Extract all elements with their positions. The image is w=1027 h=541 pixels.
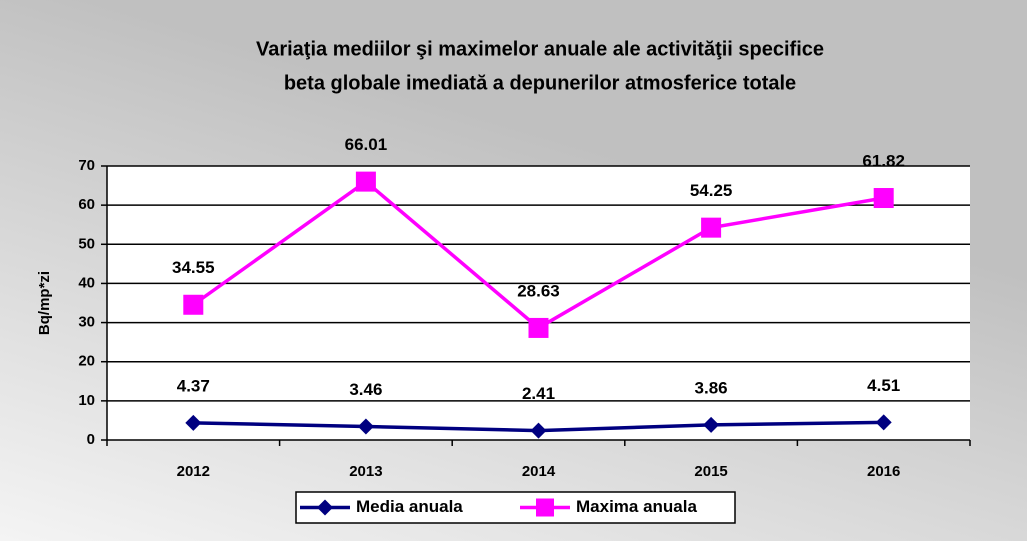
- x-tick-label: 2014: [522, 463, 556, 480]
- data-label: 4.37: [177, 376, 210, 395]
- marker: [530, 422, 547, 439]
- data-label: 3.46: [349, 380, 382, 399]
- chart-title: beta globale imediată a depunerilor atmo…: [284, 72, 796, 94]
- marker: [703, 416, 720, 433]
- y-tick-label: 60: [78, 196, 95, 213]
- plot-area: [107, 166, 970, 440]
- legend: [295, 491, 736, 524]
- chart-title: Variaţia mediilor şi maximelor anuale al…: [256, 38, 824, 60]
- y-tick-label: 20: [78, 353, 95, 370]
- data-label: 66.01: [345, 135, 388, 154]
- y-tick-label: 0: [87, 431, 95, 448]
- y-tick-label: 40: [78, 274, 95, 291]
- data-label: 34.55: [172, 258, 215, 277]
- data-label: 2.41: [522, 384, 555, 403]
- data-label: 3.86: [695, 378, 728, 397]
- y-tick-label: 30: [78, 314, 95, 331]
- data-label: 4.51: [867, 376, 900, 395]
- y-tick-label: 10: [78, 392, 95, 409]
- marker: [185, 414, 202, 431]
- y-tick-label: 70: [78, 157, 95, 174]
- legend-label: Media anuala: [356, 497, 463, 516]
- x-tick-label: 2016: [867, 463, 900, 480]
- data-label: 54.25: [690, 181, 733, 200]
- x-tick-label: 2012: [177, 463, 210, 480]
- marker: [701, 217, 722, 238]
- marker: [355, 171, 376, 192]
- legend-marker: [536, 498, 554, 517]
- marker: [875, 414, 892, 431]
- legend-label: Maxima anuala: [576, 497, 697, 516]
- marker: [528, 317, 549, 338]
- marker: [183, 294, 204, 315]
- data-label: 28.63: [517, 281, 560, 300]
- marker: [873, 188, 894, 209]
- x-tick-label: 2013: [349, 463, 382, 480]
- data-label: 61.82: [862, 152, 905, 171]
- marker: [357, 418, 374, 435]
- y-tick-label: 50: [78, 235, 95, 252]
- x-tick-label: 2015: [694, 463, 727, 480]
- y-axis-label: Bq/mp*zi: [36, 271, 53, 335]
- legend-marker: [317, 499, 333, 516]
